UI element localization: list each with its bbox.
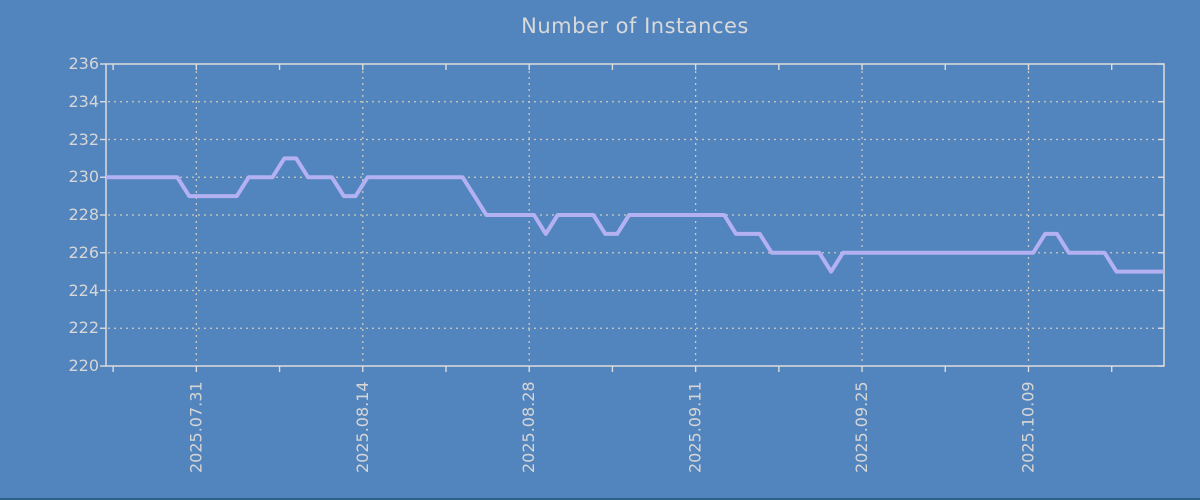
y-tick-label: 220: [68, 356, 99, 375]
x-tick-label: 2025.08.14: [352, 381, 372, 473]
chart-title: Number of Instances: [521, 14, 749, 38]
x-tick-label: 2025.07.31: [186, 381, 206, 473]
plot-frame: [105, 63, 1165, 367]
x-tick-label: 2025.10.09: [1018, 381, 1038, 473]
y-tick-label: 226: [68, 242, 99, 262]
y-tick-label: 236: [68, 54, 99, 73]
y-tick-label: 224: [68, 280, 99, 300]
y-tick-label: 232: [68, 129, 99, 149]
bottom-edge-strip: [0, 498, 1200, 500]
y-tick-label: 222: [68, 318, 99, 338]
y-tick-label: 234: [68, 91, 99, 111]
data-series-line: [106, 156, 1164, 274]
x-tick-label: 2025.08.28: [519, 381, 539, 473]
y-tick-label: 228: [68, 205, 99, 224]
x-tick-label: 2025.09.11: [685, 381, 705, 473]
y-tick-label: 230: [68, 167, 99, 187]
x-tick-label: 2025.09.25: [852, 381, 872, 473]
